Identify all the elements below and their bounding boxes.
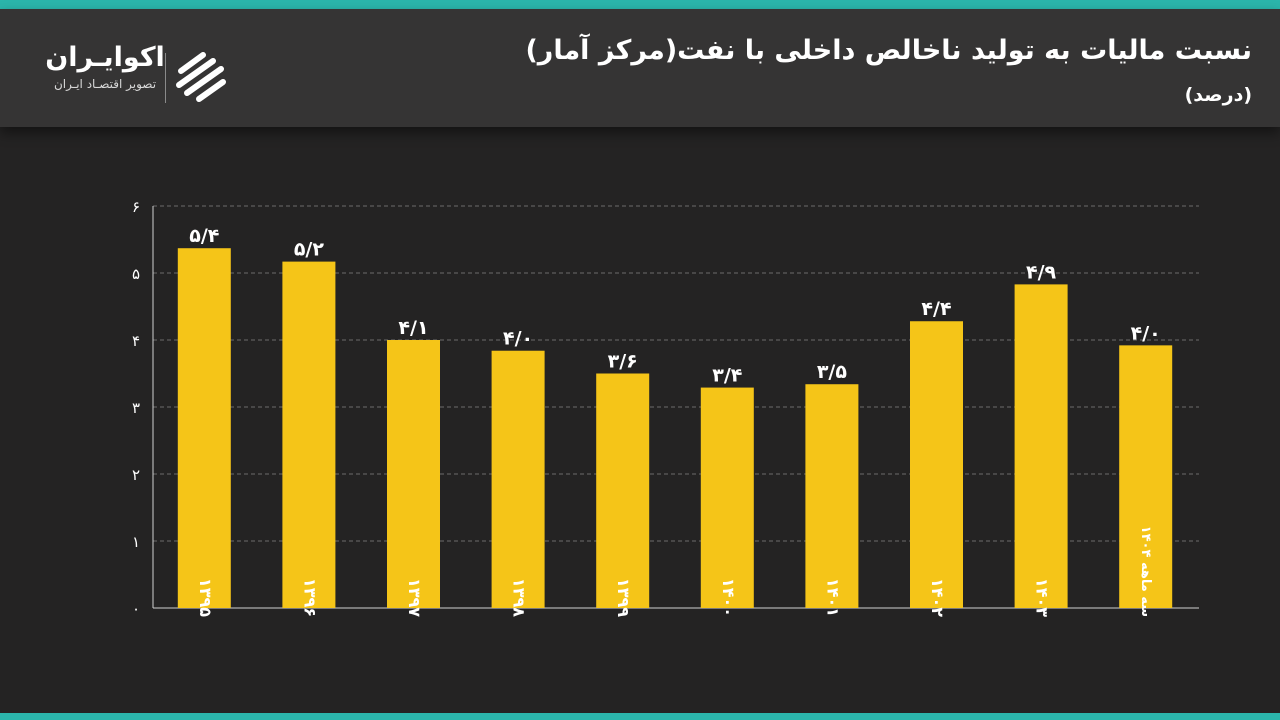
chart-title: نسبت مالیات به تولید ناخالص داخلی با نفت… [525, 35, 1252, 66]
bar-value-label: ۵/۲ [294, 239, 325, 261]
logo-divider [165, 53, 166, 103]
x-tick-label: ۱۴۰۱ [823, 578, 842, 617]
y-tick-label: ۴ [132, 332, 140, 350]
top-accent-stripe [0, 0, 1280, 9]
bar [596, 373, 650, 608]
bar [282, 261, 336, 608]
chart-header: نسبت مالیات به تولید ناخالص داخلی با نفت… [0, 9, 1280, 127]
bottom-accent-stripe [0, 713, 1280, 720]
ecoiran-logo-icon [176, 52, 226, 102]
x-tick-label: ۱۳۹۸ [510, 578, 529, 617]
bar-value-label: ۴/۱ [398, 317, 428, 339]
bar-value-label: ۳/۴ [712, 365, 742, 387]
x-tick-label: ۱۳۹۹ [614, 578, 633, 617]
bar [1014, 284, 1068, 608]
x-tick-label: ۱۳۹۵ [196, 578, 215, 617]
bar [1119, 345, 1173, 608]
bar [177, 248, 231, 608]
x-tick-label: ۱۴۰۳ [1033, 578, 1052, 617]
brand-tagline: تصویر اقتصـاد ایـران [53, 77, 157, 91]
bar [387, 340, 440, 608]
bar-value-label: ۴/۹ [1026, 261, 1057, 283]
x-tick-label: ۱۳۹۷ [405, 578, 424, 617]
y-tick-label: ۱ [132, 533, 140, 551]
x-tick-label: ۱۳۹۶ [300, 578, 319, 617]
y-tick-label: ۲ [132, 466, 140, 484]
bar-value-label: ۵/۴ [189, 225, 219, 247]
x-tick-label: ۱۴۰۰ [719, 578, 738, 617]
y-tick-label: ۰ [132, 600, 140, 618]
bar [910, 321, 963, 608]
x-tick-label: ۱۴۰۲ [928, 578, 947, 617]
bar-value-label: ۴/۰ [503, 328, 533, 350]
y-tick-label: ۵ [132, 265, 140, 283]
x-tick-label: سه ماهه ۱۴۰۴ [1138, 526, 1153, 617]
bar [805, 384, 859, 608]
y-tick-label: ۳ [132, 399, 140, 417]
bar-value-label: ۴/۰ [1131, 322, 1161, 344]
bar [700, 387, 754, 608]
bar [491, 350, 545, 608]
bar-value-label: ۴/۴ [921, 298, 951, 320]
bar-value-label: ۳/۵ [817, 361, 848, 383]
chart-subtitle: (درصد) [1184, 84, 1252, 106]
bar-value-label: ۳/۶ [608, 351, 638, 373]
y-tick-label: ۶ [132, 198, 140, 216]
brand-name: اکوایـران [45, 42, 165, 73]
